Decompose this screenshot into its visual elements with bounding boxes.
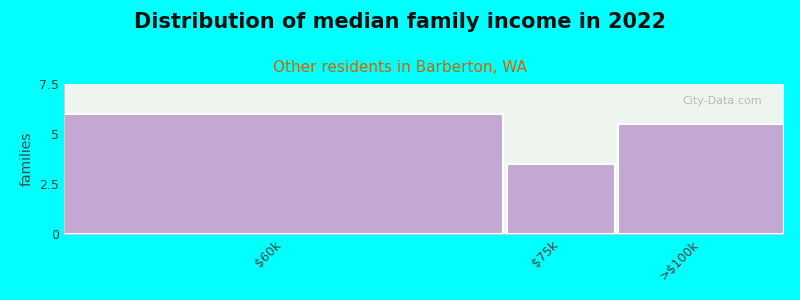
Text: Distribution of median family income in 2022: Distribution of median family income in … [134,12,666,32]
Text: Other residents in Barberton, WA: Other residents in Barberton, WA [273,60,527,75]
Bar [507,164,615,234]
Text: City-Data.com: City-Data.com [682,96,762,106]
Bar [64,114,503,234]
Bar [618,124,784,234]
Y-axis label: families: families [19,132,34,186]
